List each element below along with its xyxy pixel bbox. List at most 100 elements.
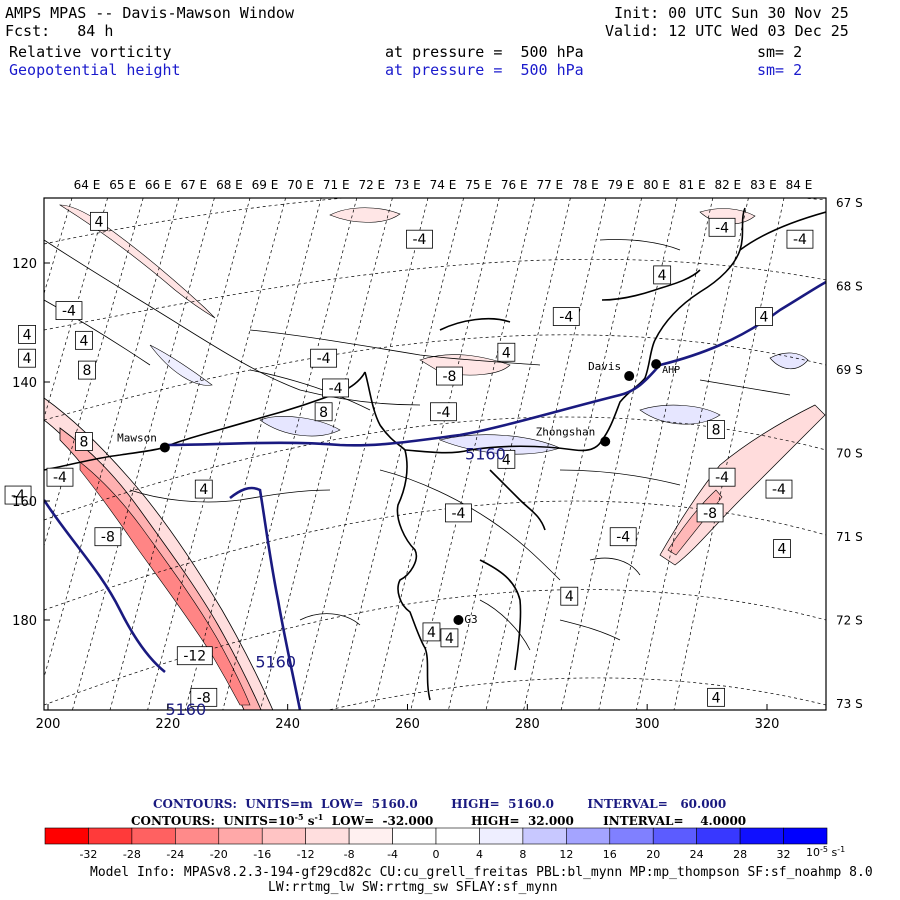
- vorticity-contour-label: 4: [422, 622, 441, 642]
- vorticity-label-text: 4: [427, 625, 436, 641]
- vorticity-contour-label: -4: [310, 348, 338, 368]
- y-tick-label: 160: [12, 495, 37, 510]
- vorticity-label-text: 8: [82, 363, 91, 379]
- top-longitude-label: 72 E: [358, 178, 385, 192]
- colorbar-segment: [88, 827, 133, 845]
- vorticity-contours: [44, 239, 791, 651]
- vorticity-label-box: [18, 348, 36, 368]
- station-label-ahp: AHP: [662, 365, 680, 376]
- map-field-layer: [44, 198, 826, 710]
- top-longitude-label: 64 E: [74, 178, 101, 192]
- x-tick-label: 280: [515, 717, 540, 732]
- colorbar-label: -4: [387, 848, 398, 861]
- vorticity-label-text: 4: [502, 452, 511, 468]
- vorticity-label-text: -4: [772, 482, 786, 498]
- colorbar-label: 32: [777, 848, 791, 861]
- vorticity-label-text: -8: [442, 369, 456, 385]
- vorticity-label-box: [786, 229, 814, 249]
- right-latitude-label: 73 S: [836, 697, 863, 711]
- top-longitude-label: 76 E: [501, 178, 528, 192]
- vorticity-contour-label: -4: [786, 229, 814, 249]
- vorticity-label-text: -4: [11, 488, 25, 504]
- vorticity-label-text: -8: [703, 506, 717, 522]
- right-latitude-label: 71 S: [836, 530, 863, 544]
- colorbar-segment: [739, 827, 784, 845]
- colorbar-segment: [131, 827, 176, 845]
- vorticity-contour-label: 4: [755, 307, 773, 326]
- vorticity-contour-label: -4: [708, 217, 736, 237]
- vorticity-label-box: [773, 539, 791, 558]
- colorbar-label: -20: [210, 848, 228, 861]
- vorticity-contour-label: -4: [609, 527, 637, 547]
- vorticity-label-text: 4: [658, 268, 667, 284]
- colorbar: -32 -28 -24 -20 -16 -12 -8 -4 0 4 8 12 16 20 24 28 32 10-…: [44, 827, 845, 861]
- meridian-line: [372, 198, 500, 710]
- vorticity-label-text: 4: [778, 542, 787, 558]
- vorticity-shading-west-band: [58, 204, 216, 319]
- field2-name: Geopotential height: [9, 61, 181, 79]
- vorticity-label-text: -4: [559, 310, 573, 326]
- station-marker: [624, 371, 635, 382]
- vorticity-contour-label: 4: [773, 539, 791, 558]
- right-latitude-label: 72 S: [836, 614, 863, 628]
- vorticity-contour-label: 4: [194, 479, 213, 499]
- colorbar-label: -28: [123, 848, 141, 861]
- station-marker: [159, 442, 170, 453]
- vorticity-contour-label: 8: [78, 360, 96, 380]
- colorbar-label: -16: [253, 848, 271, 861]
- vorticity-label-box: [430, 402, 457, 422]
- field1-level: at pressure = 500 hPa: [385, 43, 584, 61]
- vorticity-contour-label: -4: [406, 229, 433, 249]
- vorticity-contour-label: 4: [75, 330, 93, 350]
- colorbar-segment: [566, 827, 611, 845]
- station-marker: [651, 359, 662, 370]
- vorticity-contour-label: -4: [46, 467, 74, 487]
- right-latitude-label: 69 S: [836, 363, 863, 377]
- colorbar-label: 24: [690, 848, 704, 861]
- top-longitude-label: 81 E: [679, 178, 706, 192]
- x-tick-label: 260: [395, 717, 420, 732]
- vorticity-label-box: [707, 687, 725, 707]
- colorbar-label: 28: [733, 848, 747, 861]
- colorbar-segment: [652, 827, 697, 845]
- vorticity-label-text: -4: [616, 530, 630, 546]
- vorticity-contour-label: 4: [497, 449, 516, 469]
- vorticity-contour-label: 4: [18, 348, 36, 368]
- vorticity-label-text: 4: [565, 589, 574, 605]
- vorticity-contour-label: 8: [707, 420, 725, 440]
- vorticity-label-box: [765, 479, 793, 499]
- meridian-line: [109, 198, 251, 710]
- meridian-line: [523, 198, 642, 710]
- vorticity-shading-positive-3: [639, 404, 721, 425]
- vorticity-label-text: -12: [183, 649, 206, 665]
- colorbar-segment: [783, 827, 828, 845]
- vorticity-label-box: [696, 503, 724, 523]
- vorticity-label-text: -4: [53, 470, 67, 486]
- vorticity-label-box: [190, 687, 218, 707]
- x-tick-label: 220: [155, 717, 180, 732]
- forecast-hour: Fcst: 84 h: [5, 22, 114, 40]
- meridian-line: [335, 198, 464, 710]
- vorticity-label-box: [46, 467, 74, 487]
- colorbar-segment: [392, 827, 437, 845]
- y-tick-label: 180: [12, 614, 37, 629]
- height-contour-label: 5160: [465, 444, 506, 463]
- vorticity-contour-label: -8: [190, 687, 218, 707]
- station-label: G3: [464, 613, 477, 626]
- station-marker: [453, 615, 464, 625]
- colorbar-segment: [305, 827, 350, 845]
- colorbar-segment: [696, 827, 741, 845]
- vorticity-label-box: [176, 646, 213, 666]
- colorbar-label: 20: [646, 848, 660, 861]
- vorticity-label-text: -4: [793, 232, 807, 248]
- vorticity-label-text: 4: [79, 333, 88, 349]
- vorticity-contour-label: 4: [18, 324, 36, 344]
- meridian-line: [485, 198, 607, 710]
- meridian-line: [448, 198, 571, 710]
- colorbar-label: -32: [79, 848, 97, 861]
- plot-title: AMPS MPAS -- Davis-Mawson Window: [5, 4, 294, 22]
- height-contour-label: 5160: [165, 700, 206, 719]
- top-longitude-label: 77 E: [536, 178, 563, 192]
- model-info-line1: Model Info: MPASv8.2.3-194-gf29cd82c CU:…: [90, 865, 873, 880]
- vorticity-label-box: [75, 432, 93, 451]
